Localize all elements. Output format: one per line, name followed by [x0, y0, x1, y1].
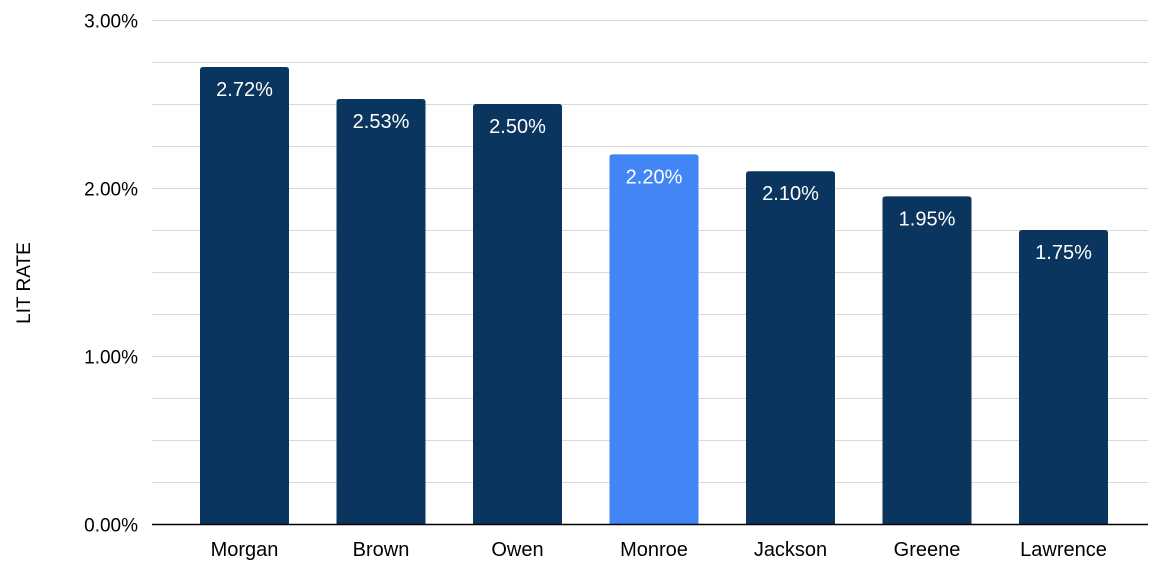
data-label: 2.20% [626, 166, 683, 188]
x-tick-label: Lawrence [1020, 539, 1107, 561]
bar-owen [473, 104, 562, 524]
axes: 0.00% 1.00% 2.00% 3.00% Morgan Brown Owen Monro… [84, 12, 1148, 561]
x-tick-label: Owen [491, 539, 543, 561]
x-tick-label: Morgan [211, 539, 279, 561]
data-label: 1.95% [899, 208, 956, 230]
data-label: 1.75% [1035, 242, 1092, 264]
bar-greene [882, 196, 972, 524]
data-label: 2.53% [353, 111, 410, 133]
bars: 2.72% 2.53% 2.50% 2.20% 2.10% 1.95% 1.75% [200, 67, 1108, 525]
bar-jackson [746, 171, 835, 524]
bar-morgan [200, 67, 289, 524]
x-tick-label: Greene [894, 539, 961, 561]
data-label: 2.72% [216, 79, 273, 101]
bar-monroe [609, 154, 699, 524]
bar-brown [336, 98, 426, 525]
data-label: 2.10% [762, 183, 819, 205]
x-tick-label: Monroe [620, 539, 688, 561]
data-label: 2.50% [489, 116, 546, 138]
y-tick-label: 1.00% [84, 348, 138, 369]
x-tick-label: Jackson [754, 539, 827, 561]
bar-lawrence [1019, 230, 1108, 524]
y-tick-label: 2.00% [84, 180, 138, 201]
y-axis-title: LIT RATE [14, 242, 35, 324]
y-tick-label: 0.00% [84, 516, 138, 537]
y-tick-label: 3.00% [84, 12, 138, 33]
x-tick-label: Brown [353, 539, 410, 561]
